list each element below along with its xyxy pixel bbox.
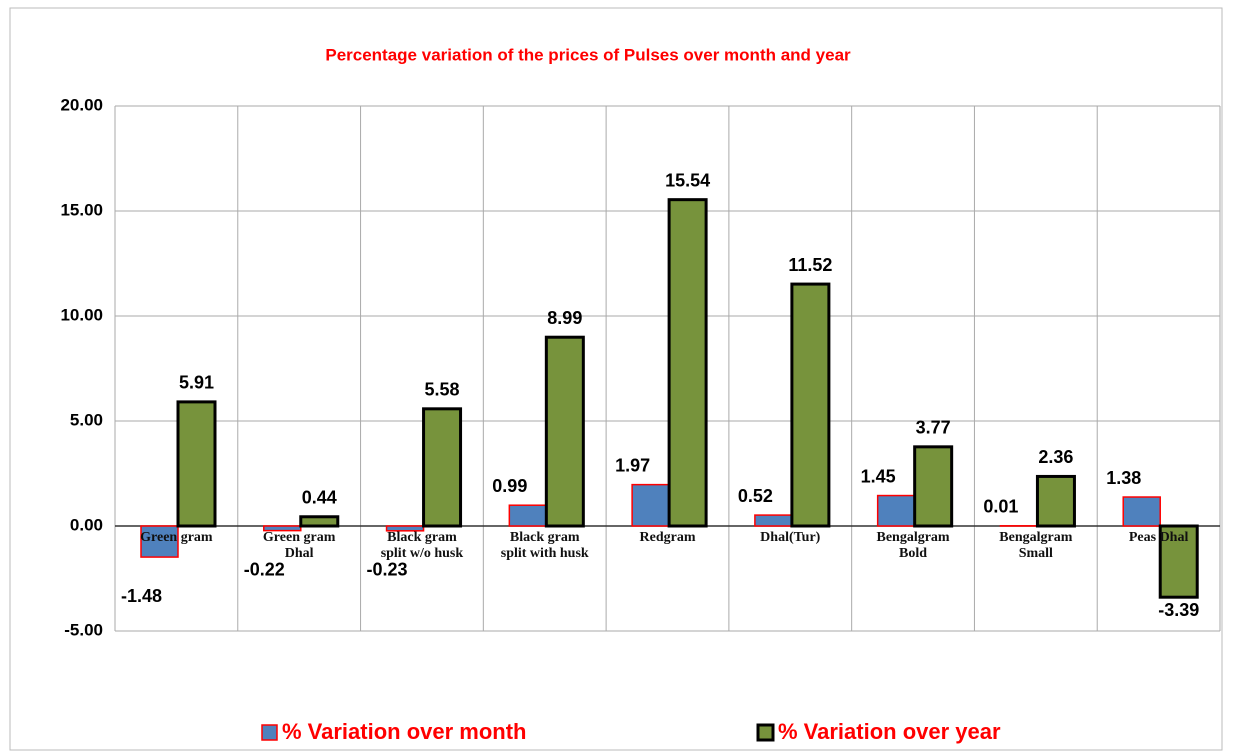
x-tick-label: Bengalgram Bold: [876, 530, 950, 561]
bar: [508, 504, 548, 527]
y-tick-label: 15.00: [60, 200, 103, 219]
bar: [422, 407, 463, 528]
data-label: 0.44: [302, 488, 337, 508]
bar: [790, 282, 831, 528]
data-label: 5.91: [179, 373, 214, 393]
data-label: 2.36: [1038, 447, 1073, 467]
data-label: 1.45: [861, 466, 896, 486]
bar: [1158, 524, 1199, 599]
bar: [1122, 496, 1161, 527]
bar: [631, 483, 670, 527]
x-tick-label: Bengalgram Small: [999, 530, 1073, 561]
legend-label: % Variation over month: [282, 719, 527, 744]
data-label: -3.39: [1158, 600, 1199, 620]
data-label: -1.48: [121, 586, 162, 606]
x-tick-label: Redgram: [639, 530, 696, 545]
x-tick-label: Black gram split w/o husk: [380, 530, 464, 561]
bar: [754, 514, 793, 527]
data-label: 3.77: [916, 418, 951, 438]
bar: [1035, 474, 1076, 528]
data-label: 0.99: [492, 476, 527, 496]
x-tick-label: Green gram: [140, 530, 213, 545]
data-label: 0.01: [983, 497, 1018, 517]
bar: [913, 445, 954, 528]
bar: [263, 525, 302, 532]
data-label: 11.52: [788, 255, 832, 275]
data-label: 1.97: [615, 455, 650, 475]
x-tick-label: Dhal(Tur): [760, 530, 821, 545]
data-label: -0.22: [244, 559, 285, 579]
chart-border: [9, 7, 1223, 751]
bar: [667, 198, 708, 528]
chart-title: Percentage variation of the prices of Pu…: [325, 45, 851, 64]
legend-swatch: [261, 724, 278, 741]
legend-label: % Variation over year: [778, 719, 1001, 744]
y-tick-label: -5.00: [64, 620, 103, 639]
x-tick-label: Green gram Dhal: [262, 530, 336, 561]
bar: [299, 515, 340, 528]
bar: [876, 494, 916, 527]
x-tick-label: Black gram split with husk: [500, 530, 589, 561]
bar: [544, 335, 585, 528]
x-tick-label: Peas Dhal: [1128, 530, 1189, 545]
data-label: 1.38: [1106, 468, 1141, 488]
bar: [176, 400, 217, 528]
data-label: 5.58: [425, 380, 460, 400]
bar: [140, 525, 179, 558]
data-label: -0.23: [367, 560, 408, 580]
data-label: 8.99: [547, 308, 582, 328]
data-label: 15.54: [665, 170, 710, 190]
legend-swatch: [756, 723, 775, 742]
y-tick-label: 0.00: [70, 515, 103, 534]
data-label: 0.52: [738, 486, 773, 506]
bar: [385, 525, 425, 532]
y-tick-label: 10.00: [60, 305, 103, 324]
y-tick-label: 20.00: [60, 95, 103, 114]
y-tick-label: 5.00: [70, 410, 103, 429]
